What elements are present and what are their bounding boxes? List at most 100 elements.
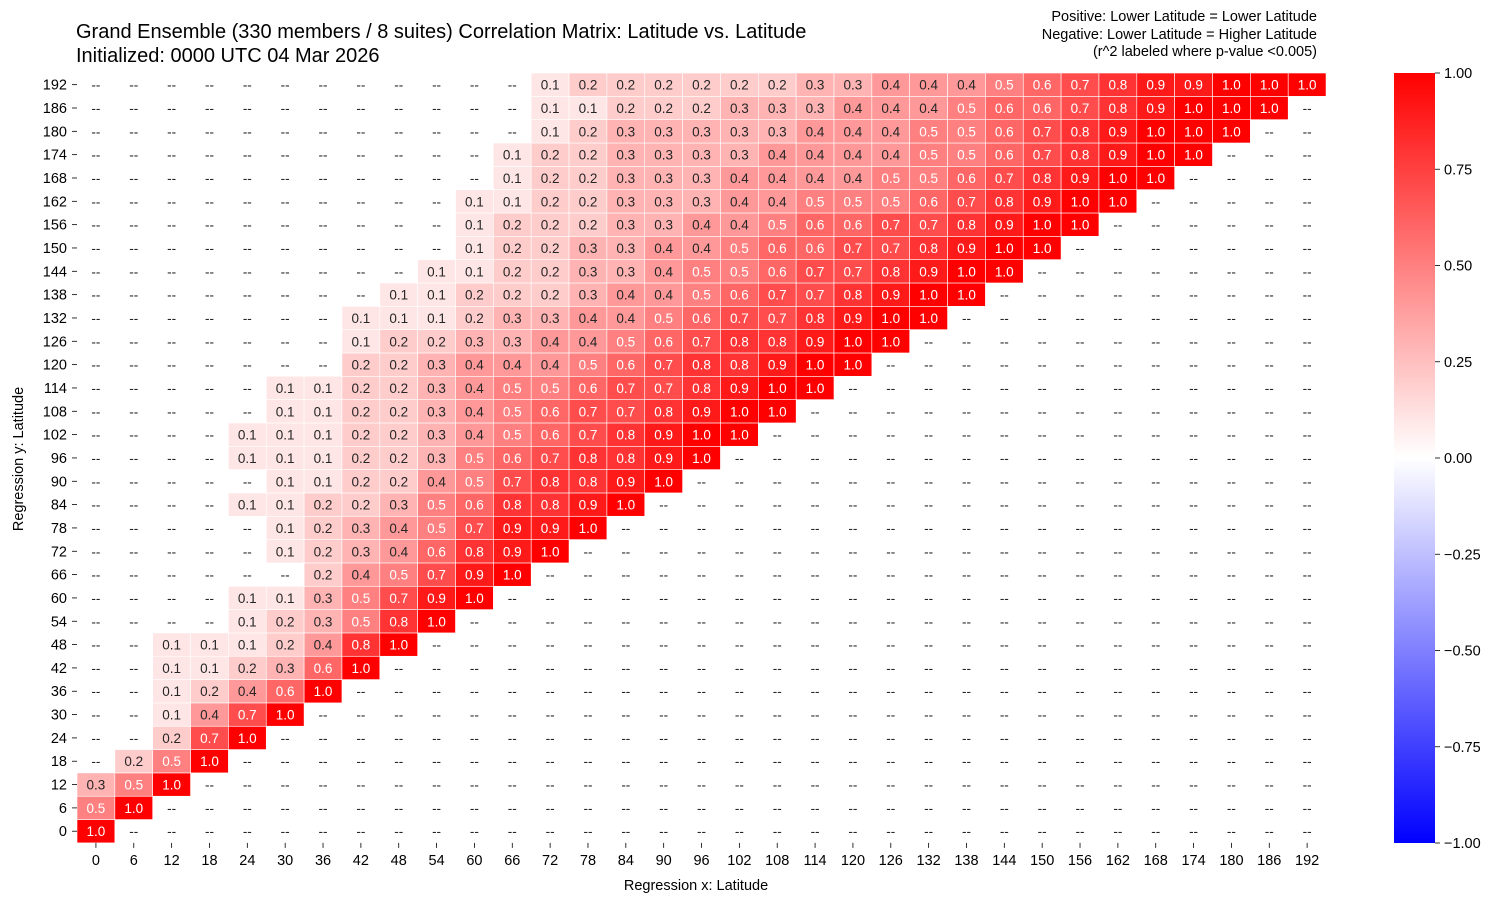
cell-label: -- — [1227, 591, 1236, 606]
cell-label: 0.6 — [616, 358, 635, 373]
x-tick-label: 180 — [1219, 853, 1243, 869]
cell-label: 0.2 — [654, 101, 673, 116]
cell-label: -- — [1151, 451, 1160, 466]
cell-label: 0.4 — [957, 78, 976, 93]
cell-label: -- — [91, 731, 100, 746]
cell-label: -- — [508, 778, 517, 793]
cell-label: -- — [1265, 661, 1274, 676]
cell-label: -- — [508, 101, 517, 116]
cell-label: 0.4 — [654, 288, 673, 303]
y-tick-label: 126 — [43, 334, 67, 350]
cell-label: 0.5 — [844, 194, 863, 209]
cell-label: -- — [848, 404, 857, 419]
cell-label: 0.8 — [995, 194, 1014, 209]
cell-label: 0.1 — [276, 591, 295, 606]
cell-label: 0.4 — [881, 101, 900, 116]
cell-label: -- — [281, 241, 290, 256]
cell-label: -- — [1265, 474, 1274, 489]
cell-label: -- — [129, 404, 138, 419]
cell-label: -- — [1000, 778, 1009, 793]
cell-label: -- — [243, 288, 252, 303]
cell-label: -- — [848, 754, 857, 769]
cell-label: -- — [886, 684, 895, 699]
cell-label: -- — [1113, 288, 1122, 303]
cell-label: 1.0 — [1146, 124, 1165, 139]
cell-label: -- — [962, 474, 971, 489]
x-tick-label: 126 — [879, 853, 903, 869]
cell-label: -- — [319, 731, 328, 746]
cell-label: 0.9 — [1071, 171, 1090, 186]
cell-label: 0.8 — [806, 311, 825, 326]
cell-label: -- — [1189, 428, 1198, 443]
cell-label: -- — [621, 708, 630, 723]
cell-label: -- — [432, 171, 441, 186]
cell-label: 0.1 — [276, 428, 295, 443]
cell-label: 0.3 — [692, 194, 711, 209]
cell-label: 0.6 — [427, 544, 446, 559]
cell-label: 0.3 — [730, 101, 749, 116]
cell-label: -- — [1113, 801, 1122, 816]
cell-label: 0.5 — [351, 614, 370, 629]
cell-label: -- — [1303, 264, 1312, 279]
cell-label: 0.3 — [768, 101, 787, 116]
cell-label: -- — [621, 801, 630, 816]
cell-label: -- — [1000, 451, 1009, 466]
y-tick-label: 36 — [51, 684, 67, 700]
cell-label: 0.1 — [541, 101, 560, 116]
y-tick-label: 54 — [51, 614, 67, 630]
cell-label: -- — [205, 544, 214, 559]
cell-label: 1.0 — [162, 778, 181, 793]
cell-label: 0.8 — [351, 638, 370, 653]
cell-label: -- — [508, 124, 517, 139]
cell-label: 0.8 — [692, 381, 711, 396]
x-tick-label: 186 — [1257, 853, 1281, 869]
cell-label: -- — [508, 614, 517, 629]
cell-label: -- — [319, 708, 328, 723]
cell-label: -- — [1076, 288, 1085, 303]
cell-label: -- — [1227, 288, 1236, 303]
cell-label: -- — [621, 521, 630, 536]
cell-label: 0.1 — [276, 381, 295, 396]
cell-label: -- — [1113, 451, 1122, 466]
cell-label: -- — [91, 614, 100, 629]
cell-label: 0.2 — [541, 288, 560, 303]
cell-label: -- — [1113, 264, 1122, 279]
cell-label: 0.3 — [541, 311, 560, 326]
cell-label: -- — [1038, 684, 1047, 699]
cell-label: -- — [91, 101, 100, 116]
cell-label: -- — [1227, 708, 1236, 723]
cell-label: -- — [1303, 568, 1312, 583]
cell-label: -- — [1076, 428, 1085, 443]
cell-label: -- — [697, 498, 706, 513]
cell-label: -- — [924, 381, 933, 396]
cell-label: 0.2 — [276, 638, 295, 653]
cell-label: 0.6 — [768, 264, 787, 279]
cell-label: 0.3 — [692, 148, 711, 163]
cell-label: 0.5 — [768, 218, 787, 233]
cell-label: -- — [1303, 194, 1312, 209]
cell-label: -- — [281, 218, 290, 233]
cell-label: 0.7 — [1071, 78, 1090, 93]
cell-label: -- — [167, 218, 176, 233]
cell-label: -- — [243, 78, 252, 93]
cell-label: -- — [735, 661, 744, 676]
x-tick-label: 162 — [1106, 853, 1130, 869]
y-tick-label: 108 — [43, 404, 67, 420]
cell-label: 0.9 — [465, 568, 484, 583]
cell-label: -- — [848, 824, 857, 839]
cell-label: -- — [848, 684, 857, 699]
cell-label: 0.2 — [579, 124, 598, 139]
cell-label: 0.5 — [427, 498, 446, 513]
cell-label: -- — [281, 731, 290, 746]
cell-label: -- — [1076, 661, 1085, 676]
cell-label: -- — [1000, 684, 1009, 699]
cell-label: -- — [281, 801, 290, 816]
x-axis-ticks: 0 6 12 18 24 30 36 42 48 54 60 66 72 78 84 90 96 102 108 11… — [92, 842, 1319, 869]
cell-label: 0.4 — [730, 171, 749, 186]
cell-label: -- — [1151, 264, 1160, 279]
cell-label: 0.5 — [957, 124, 976, 139]
cell-label: 0.3 — [616, 124, 635, 139]
cell-label: 0.7 — [541, 451, 560, 466]
cell-label: 0.2 — [238, 661, 257, 676]
cell-label: 0.4 — [541, 334, 560, 349]
